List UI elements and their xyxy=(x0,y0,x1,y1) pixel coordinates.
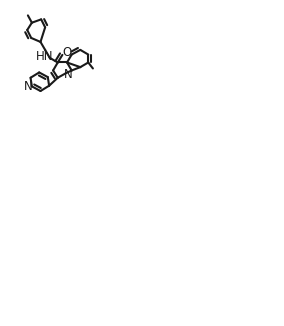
Text: HN: HN xyxy=(36,50,54,63)
Text: N: N xyxy=(24,80,32,93)
Text: O: O xyxy=(63,46,72,59)
Text: N: N xyxy=(64,67,72,81)
